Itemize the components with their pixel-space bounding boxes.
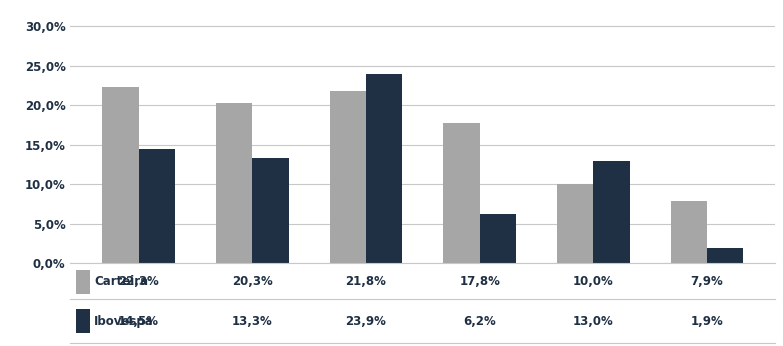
Bar bbox=[443, 123, 480, 263]
Text: 23,9%: 23,9% bbox=[345, 315, 387, 328]
Bar bbox=[139, 149, 175, 263]
FancyBboxPatch shape bbox=[76, 270, 90, 293]
Bar bbox=[103, 87, 139, 263]
Bar bbox=[216, 103, 252, 263]
Text: 17,8%: 17,8% bbox=[459, 275, 500, 288]
Text: 13,0%: 13,0% bbox=[573, 315, 614, 328]
Bar bbox=[366, 74, 402, 263]
Text: 1,9%: 1,9% bbox=[691, 315, 723, 328]
Bar bbox=[594, 161, 630, 263]
Bar bbox=[557, 184, 594, 263]
Text: 14,5%: 14,5% bbox=[118, 315, 159, 328]
Bar bbox=[252, 158, 289, 263]
FancyBboxPatch shape bbox=[76, 309, 90, 333]
Text: Carteira: Carteira bbox=[94, 275, 149, 288]
Bar bbox=[670, 201, 707, 263]
Text: 22,3%: 22,3% bbox=[118, 275, 159, 288]
Text: 6,2%: 6,2% bbox=[464, 315, 496, 328]
Text: 10,0%: 10,0% bbox=[573, 275, 614, 288]
Text: 13,3%: 13,3% bbox=[232, 315, 272, 328]
Text: 7,9%: 7,9% bbox=[691, 275, 723, 288]
Bar bbox=[480, 215, 516, 263]
Bar bbox=[330, 91, 366, 263]
Text: Ibovespa: Ibovespa bbox=[94, 315, 154, 328]
Text: 20,3%: 20,3% bbox=[232, 275, 272, 288]
Bar bbox=[707, 248, 743, 263]
Text: 21,8%: 21,8% bbox=[345, 275, 387, 288]
